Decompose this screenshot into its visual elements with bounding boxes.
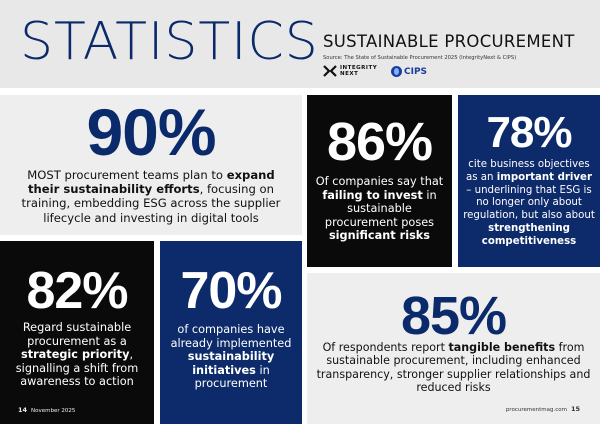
- stat-text: from sustainable procurement, including …: [316, 341, 591, 395]
- stat-text: Regard sustainable procurement as a: [22, 321, 132, 348]
- integritynext-logo: INTEGRITY NEXT: [323, 64, 377, 78]
- stat-highlight: important driver: [496, 171, 592, 183]
- page-title: STATISTICS: [20, 12, 319, 72]
- stat-panel-86: 86% Of companies say that failing to inv…: [307, 95, 452, 267]
- stat-value: 82%: [26, 262, 128, 320]
- stat-text: in procurement: [194, 363, 270, 391]
- stat-highlight: failing to invest: [322, 188, 423, 202]
- stat-highlight: sustainability initiatives: [187, 350, 275, 377]
- footer-right: procurementmag.com 15: [506, 405, 580, 413]
- cips-logo: CIPS: [391, 66, 427, 77]
- footer-left: 14 November 2025: [18, 406, 75, 414]
- section-subtitle: SUSTAINABLE PROCUREMENT: [323, 32, 575, 51]
- stat-value: 90%: [86, 95, 216, 169]
- stat-text: MOST procurement teams plan to: [27, 168, 227, 182]
- stat-text: of companies have already implemented: [170, 323, 292, 350]
- stat-text: , signalling a shift from awareness to a…: [15, 348, 139, 388]
- integritynext-logo-line2: NEXT: [340, 71, 359, 77]
- cips-logo-text: CIPS: [404, 66, 428, 77]
- website-link[interactable]: procurementmag.com: [505, 407, 567, 413]
- stat-panel-70: 70% of companies have already implemente…: [160, 241, 302, 424]
- stat-text: Of companies say that: [315, 175, 444, 188]
- stat-panel-85: 85% Of respondents report tangible benef…: [307, 273, 600, 424]
- cips-circle-icon: [391, 66, 402, 77]
- stat-panel-78: 78% cite business objectives as an impor…: [458, 95, 600, 267]
- stat-highlight: strategic priority: [20, 348, 130, 361]
- stat-panel-82: 82% Regard sustainable procurement as a …: [0, 241, 154, 424]
- stat-highlight: expand their sustainability efforts: [28, 168, 275, 197]
- stat-description: Of companies say that failing to invest …: [313, 175, 446, 243]
- integritynext-logo-line1: INTEGRITY: [340, 65, 378, 71]
- stat-text: in sustainable procurement poses: [324, 188, 437, 229]
- source-note: Source: The State of Sustainable Procure…: [323, 55, 517, 61]
- stat-description: MOST procurement teams plan to expand th…: [16, 168, 286, 225]
- stat-value: 78%: [486, 108, 572, 157]
- issue-date: November 2025: [31, 408, 76, 414]
- header-band: STATISTICS SUSTAINABLE PROCUREMENT Sourc…: [0, 0, 600, 88]
- page-number-right: 15: [570, 405, 580, 413]
- stat-description: of companies have already implemented su…: [164, 323, 298, 391]
- stat-highlight: strengthening competitiveness: [481, 222, 577, 247]
- integritynext-mark-icon: [323, 65, 337, 77]
- stat-value: 70%: [180, 262, 282, 320]
- stat-description: Of respondents report tangible benefits …: [315, 341, 592, 395]
- stat-text: cite business objectives as an: [466, 159, 590, 183]
- stat-panel-90: 90% MOST procurement teams plan to expan…: [0, 95, 302, 235]
- stat-highlight: significant risks: [328, 229, 431, 242]
- stat-value: 86%: [326, 112, 433, 172]
- stat-text: Of respondents report: [322, 341, 449, 354]
- stat-value: 85%: [400, 286, 507, 346]
- stat-description: cite business objectives as an important…: [462, 159, 596, 249]
- stat-text: – underlining that ESG is no longer only…: [463, 184, 595, 222]
- page-number-left: 14: [18, 406, 28, 414]
- stat-highlight: tangible benefits: [448, 341, 556, 354]
- stat-text: , focusing on training, embedding ESG ac…: [21, 182, 281, 225]
- stat-description: Regard sustainable procurement as a stra…: [6, 321, 148, 389]
